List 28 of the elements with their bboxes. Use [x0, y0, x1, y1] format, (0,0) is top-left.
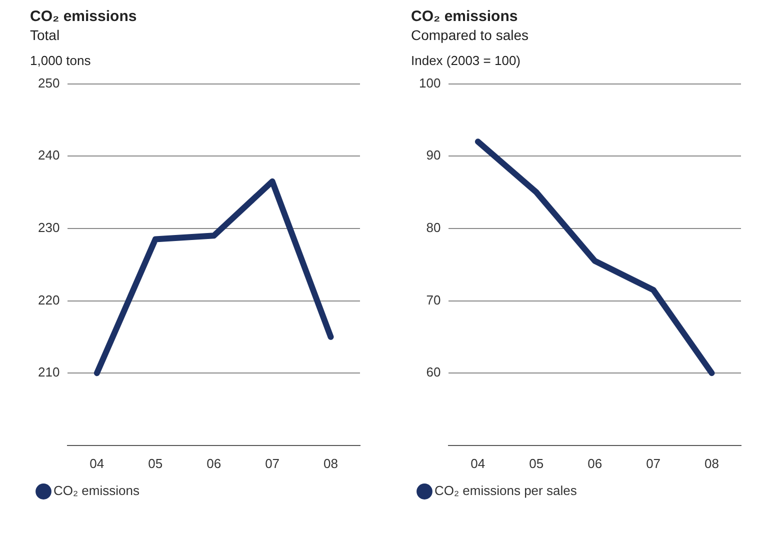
x-tick-label: 07 [265, 456, 280, 471]
x-tick-label: 05 [529, 456, 544, 471]
chart-title: CO₂ emissions [30, 8, 138, 25]
y-tick-label: 90 [426, 148, 441, 163]
y-tick-label: 220 [38, 292, 60, 308]
y-tick-label: 250 [38, 75, 60, 90]
y-tick-label: 230 [38, 220, 60, 236]
y-axis-title: Index (2003 = 100) [411, 53, 522, 68]
y-tick-label: 100 [418, 75, 441, 90]
x-tick-label: 07 [646, 456, 661, 471]
x-tick-label: 04 [470, 456, 486, 471]
chart-subtitle: Total [30, 27, 61, 43]
x-tick-label: 06 [206, 456, 222, 471]
y-tick-label: 210 [38, 364, 60, 380]
x-tick-label: 06 [588, 456, 602, 471]
y-tick-label: 240 [38, 148, 60, 163]
x-tick-label: 08 [704, 456, 720, 471]
chart-subtitle: Compared to sales [411, 27, 530, 43]
y-axis-title: 1,000 tons [30, 53, 92, 68]
x-tick-label: 05 [148, 456, 163, 471]
chart-title: CO₂ emissions [411, 8, 519, 25]
y-tick-label: 60 [426, 364, 441, 380]
x-tick-label: 08 [324, 456, 338, 471]
x-tick-label: 04 [90, 456, 104, 471]
y-tick-label: 70 [426, 292, 441, 308]
legend-label: CO₂ emissions per sales [434, 483, 578, 498]
legend-label: CO₂ emissions [54, 483, 140, 498]
y-tick-label: 80 [426, 220, 441, 236]
